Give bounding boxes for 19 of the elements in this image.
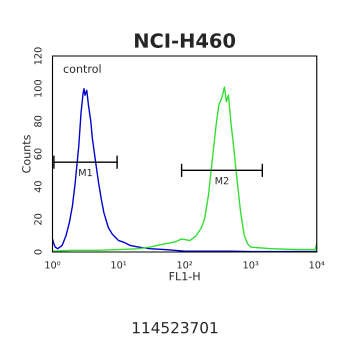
y-tick-label: 80: [34, 116, 42, 127]
y-tick-label: 60: [34, 148, 42, 160]
chart-title: NCI-H460: [135, 33, 236, 48]
series-label: M1: [79, 169, 92, 176]
x-tick-label: 10⁴: [310, 261, 325, 269]
annotation: control: [64, 64, 101, 73]
y-tick-label: 20: [34, 214, 42, 225]
x-axis-title: FL1-H: [170, 272, 200, 280]
text: 114523701: [132, 322, 218, 334]
y-tick-label: 0: [34, 250, 42, 254]
series-label: M2: [216, 177, 228, 184]
x-tick-label: 10¹: [111, 261, 126, 269]
y-tick-label: 120: [34, 47, 42, 64]
y-tick-label: 100: [34, 80, 42, 97]
y-axis-title: Counts: [22, 135, 31, 173]
x-tick-label: 10²: [178, 261, 192, 269]
x-tick-label: 10³: [244, 261, 258, 269]
x-tick-label: 10⁰: [45, 261, 60, 269]
y-tick-label: 40: [34, 181, 42, 192]
